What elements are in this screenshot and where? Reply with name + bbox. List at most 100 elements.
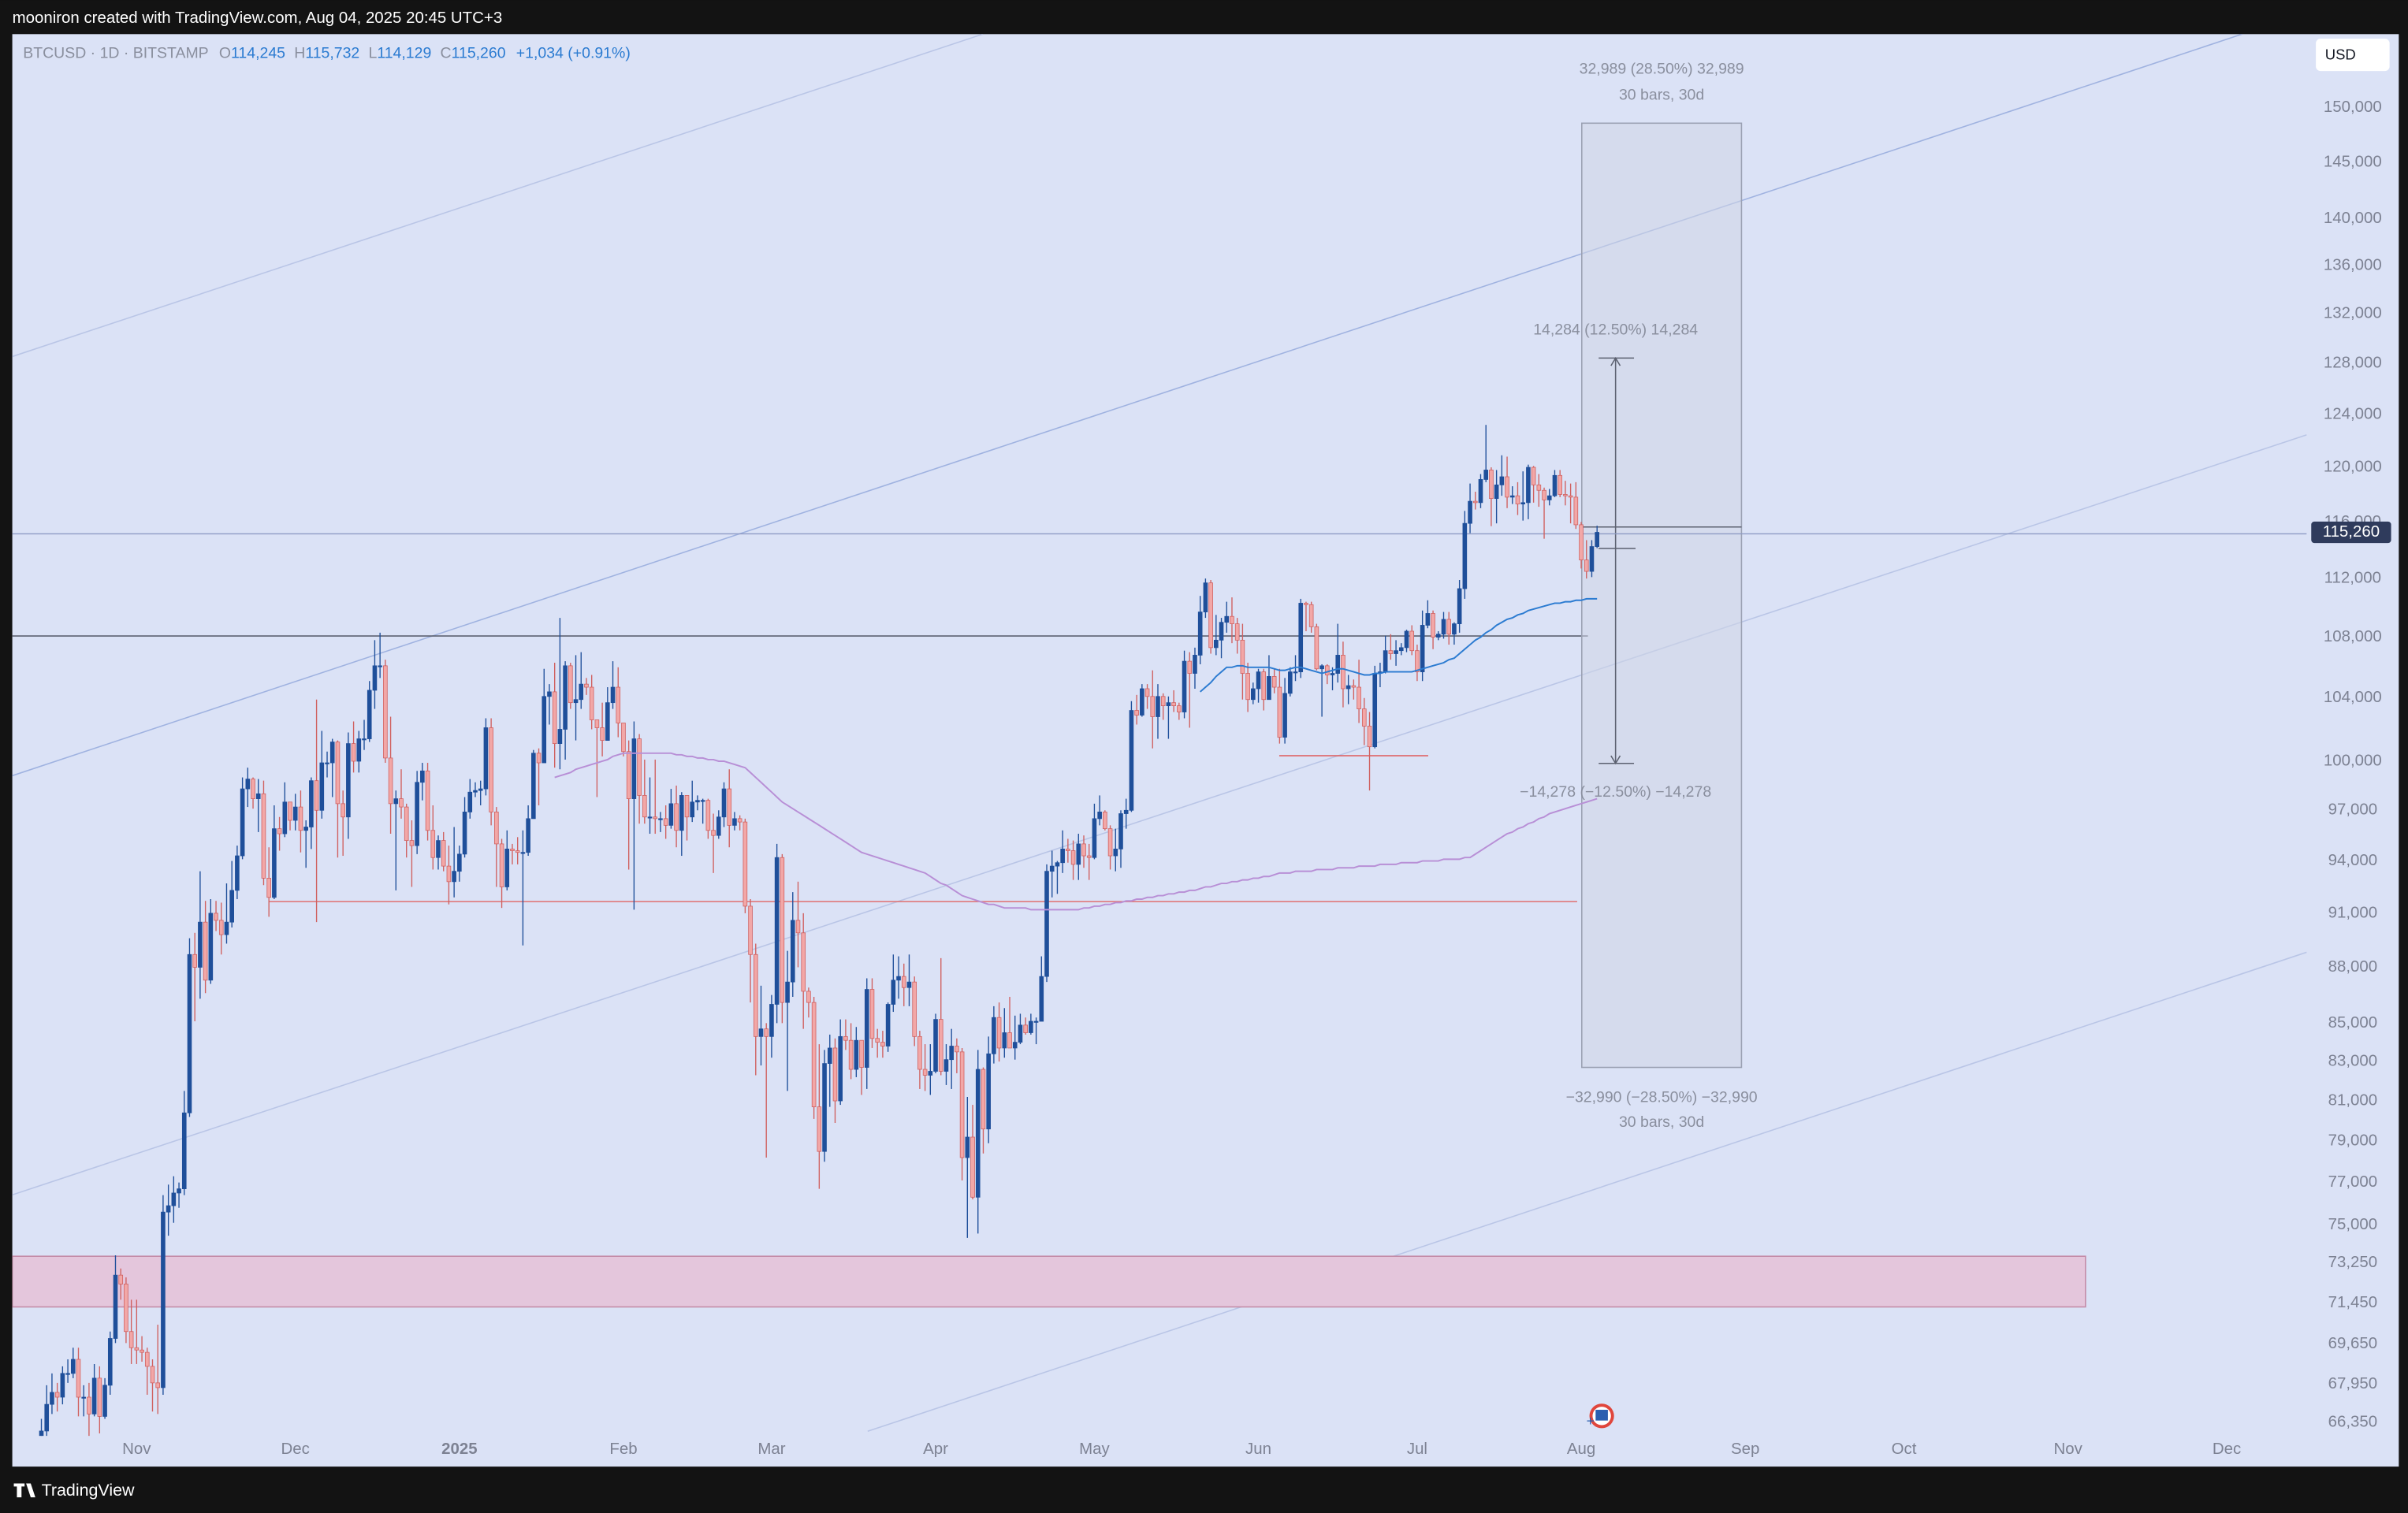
y-tick-label: 128,000 — [2324, 353, 2382, 371]
candle-body — [1383, 650, 1388, 672]
candle-body — [1224, 615, 1230, 623]
candle-body — [996, 1017, 1002, 1049]
candle-body — [494, 812, 499, 845]
candle-body — [1012, 1042, 1018, 1049]
candle-body — [1140, 688, 1144, 716]
legend-key: O — [219, 45, 231, 62]
candle-body — [859, 1039, 864, 1068]
candle-body — [1018, 1024, 1023, 1043]
candle-body — [1129, 710, 1134, 811]
annotation: −14,278 (−12.50%) −14,278 — [1520, 783, 1711, 801]
currency[interactable]: USD — [2325, 46, 2356, 62]
candle-body — [229, 890, 234, 923]
candle-body — [801, 932, 806, 992]
candle-body — [1558, 474, 1562, 495]
candle-body — [1573, 496, 1579, 526]
candle-body — [785, 981, 790, 1003]
candle-body — [869, 989, 875, 1039]
channel-line — [867, 951, 2307, 1433]
candle-body — [1589, 546, 1595, 572]
candle-body — [790, 920, 795, 983]
candle-body — [155, 1382, 161, 1388]
candle-body — [663, 818, 668, 826]
candle-body — [795, 920, 801, 934]
candle-body — [1187, 660, 1193, 674]
candle-body — [1070, 850, 1076, 865]
candle-body — [1457, 588, 1462, 624]
candle-body — [557, 729, 563, 745]
candle-body — [140, 1349, 144, 1353]
candle-body — [1546, 495, 1552, 500]
footer: TradingView — [13, 1481, 135, 1500]
candle-body — [261, 793, 266, 879]
candle-body — [367, 690, 372, 739]
candle-body — [584, 683, 589, 688]
legend-key: L — [369, 45, 378, 62]
attribution: mooniron created with TradingView.com, A… — [13, 9, 503, 27]
candle-body — [605, 702, 610, 741]
candle-body — [1002, 1032, 1007, 1049]
candle-body — [478, 788, 483, 791]
candle-body — [462, 812, 467, 855]
candle-body — [732, 818, 737, 826]
x-tick-label: Oct — [1892, 1440, 1917, 1458]
candle-body — [875, 1038, 880, 1043]
candle-body — [832, 1047, 838, 1102]
supply-zone — [12, 1255, 2086, 1308]
candle-body — [515, 850, 520, 853]
y-tick-label: 85,000 — [2328, 1013, 2378, 1032]
candle-body — [1261, 671, 1267, 701]
y-tick-label: 83,000 — [2328, 1052, 2378, 1070]
currency-button[interactable] — [2316, 39, 2390, 72]
channel-line — [12, 34, 984, 358]
legend-change: +1,034 (+0.91%) — [516, 45, 631, 62]
y-tick-label: 150,000 — [2324, 98, 2382, 116]
candle-body — [838, 1035, 843, 1102]
candle-body — [393, 798, 399, 805]
candle-body — [928, 1071, 933, 1076]
candle-body — [171, 1192, 177, 1206]
candle-body — [54, 1392, 60, 1398]
candle-body — [81, 1396, 87, 1399]
candle-body — [282, 801, 288, 835]
candle-body — [1505, 476, 1509, 498]
candle-body — [499, 843, 504, 887]
candle-body — [181, 1112, 187, 1189]
candle-body — [91, 1377, 97, 1414]
candle-body — [1219, 622, 1224, 641]
candle-body — [319, 762, 325, 811]
overlays — [554, 597, 1598, 911]
y-tick-label: 124,000 — [2324, 404, 2382, 422]
candle-body — [1230, 615, 1234, 624]
candle-body — [817, 1106, 822, 1152]
y-tick-label: 66,350 — [2328, 1413, 2378, 1431]
candle-body — [1240, 639, 1245, 674]
candle-body — [1193, 655, 1197, 674]
candle-body — [1197, 612, 1203, 656]
candle-body — [1214, 639, 1219, 649]
annotation: 30 bars, 30d — [1619, 86, 1704, 103]
candle-body — [356, 738, 362, 762]
candle-body — [1066, 848, 1070, 851]
candle-body — [430, 830, 436, 858]
candle-body — [1156, 696, 1160, 717]
candle-body — [1282, 693, 1287, 738]
candle-body — [1509, 495, 1515, 498]
candle-body — [1542, 489, 1546, 500]
legend-key: H — [294, 45, 305, 62]
candle-body — [943, 1059, 949, 1072]
candle-body — [981, 1069, 986, 1130]
candle-body — [568, 665, 573, 704]
candle-body — [1452, 623, 1457, 635]
candle-body — [76, 1359, 81, 1398]
candle-body — [880, 1042, 885, 1046]
x-tick-label: Aug — [1567, 1440, 1595, 1458]
y-tick-label: 75,000 — [2328, 1215, 2378, 1233]
candle-body — [341, 803, 345, 818]
y-tick-label: 136,000 — [2324, 255, 2382, 273]
candle-body — [150, 1366, 155, 1384]
candle-body — [198, 921, 203, 968]
candle-body — [1536, 484, 1542, 491]
candle-body — [912, 981, 917, 1037]
y-tick-label: 79,000 — [2328, 1132, 2378, 1150]
